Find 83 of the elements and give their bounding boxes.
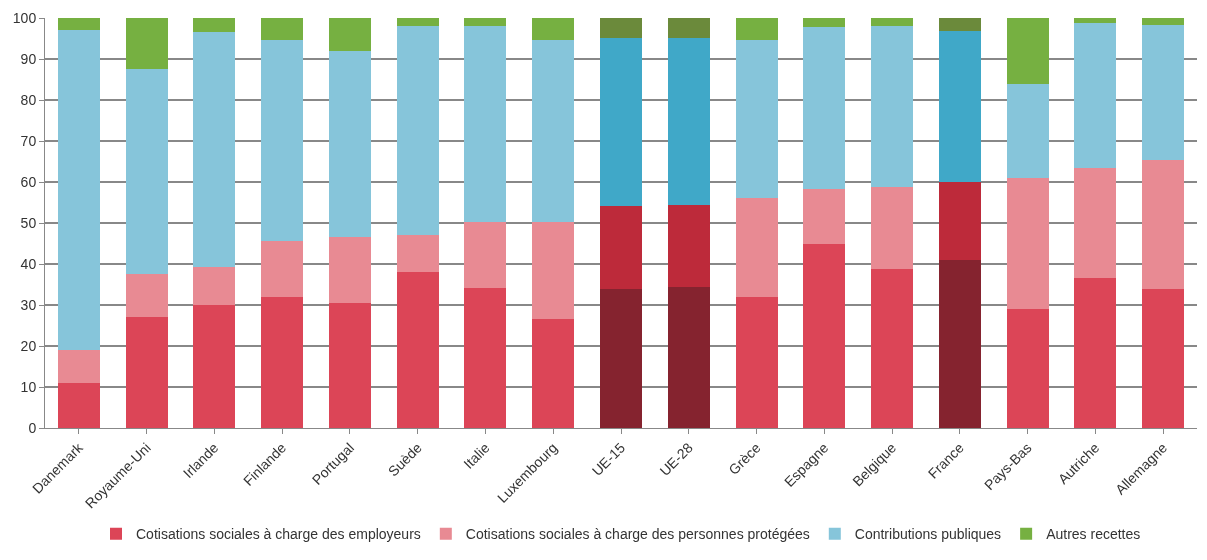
bar bbox=[532, 222, 575, 320]
bar bbox=[735, 39, 778, 199]
bar bbox=[464, 222, 507, 288]
bar bbox=[599, 37, 643, 206]
bar bbox=[1074, 22, 1117, 168]
bar bbox=[667, 37, 710, 205]
y-tick-label: 50 bbox=[20, 214, 37, 231]
bar bbox=[532, 39, 575, 223]
y-tick-label: 70 bbox=[20, 132, 37, 149]
bar bbox=[193, 32, 236, 267]
legend-label: Contributions publiques bbox=[854, 526, 1002, 543]
bar bbox=[667, 204, 710, 287]
bar bbox=[938, 31, 981, 182]
legend-label: Autres recettes bbox=[1046, 526, 1141, 543]
bar bbox=[599, 288, 643, 428]
bar bbox=[261, 296, 304, 428]
bar bbox=[803, 243, 846, 428]
bar bbox=[1006, 83, 1049, 178]
bar bbox=[871, 187, 914, 270]
y-tick-label: 20 bbox=[20, 337, 37, 354]
bar bbox=[803, 189, 846, 244]
bar bbox=[1006, 309, 1049, 428]
bar bbox=[396, 26, 439, 236]
bar bbox=[328, 237, 371, 303]
bar bbox=[532, 18, 575, 40]
legend-label: Cotisations sociales à charge des employeurs bbox=[136, 526, 421, 543]
bar bbox=[735, 296, 778, 428]
bar bbox=[1142, 160, 1185, 289]
y-tick-label: 60 bbox=[20, 173, 37, 190]
bar bbox=[1142, 288, 1185, 428]
bar bbox=[1006, 18, 1049, 84]
bar bbox=[1074, 167, 1117, 279]
bar bbox=[125, 274, 168, 318]
bar bbox=[1074, 18, 1117, 23]
bar bbox=[938, 259, 981, 428]
bar bbox=[57, 382, 100, 428]
bar bbox=[803, 18, 846, 28]
bar bbox=[871, 26, 914, 188]
bar bbox=[464, 18, 507, 27]
bar bbox=[938, 182, 981, 260]
bar bbox=[57, 18, 100, 31]
bar bbox=[871, 269, 914, 428]
bar bbox=[1142, 18, 1185, 25]
y-tick-label: 10 bbox=[20, 378, 37, 395]
bar bbox=[599, 18, 643, 38]
y-tick-label: 90 bbox=[20, 50, 37, 67]
bar bbox=[735, 198, 778, 297]
bar bbox=[193, 18, 236, 33]
bar bbox=[125, 69, 168, 275]
bar bbox=[193, 305, 236, 428]
bar bbox=[735, 18, 778, 40]
bar bbox=[938, 18, 981, 32]
y-tick-label: 40 bbox=[20, 255, 37, 272]
bar bbox=[57, 30, 100, 351]
bar bbox=[464, 26, 507, 223]
bar bbox=[125, 18, 168, 70]
y-tick-label: 100 bbox=[12, 9, 37, 26]
bar bbox=[261, 18, 304, 40]
bar bbox=[261, 39, 304, 241]
bar bbox=[261, 240, 304, 297]
bar bbox=[328, 18, 371, 51]
bar bbox=[667, 286, 710, 428]
bar bbox=[464, 287, 507, 428]
y-tick-label: 80 bbox=[20, 91, 37, 108]
bar bbox=[667, 18, 710, 38]
bar bbox=[396, 272, 439, 428]
bar bbox=[193, 266, 236, 305]
bar bbox=[871, 18, 914, 27]
bar bbox=[396, 18, 439, 27]
bar bbox=[1142, 24, 1185, 161]
bar bbox=[1074, 278, 1117, 428]
bar bbox=[57, 350, 100, 383]
bar bbox=[803, 27, 846, 190]
bar bbox=[328, 50, 371, 238]
y-tick-label: 30 bbox=[20, 296, 37, 313]
bar bbox=[599, 205, 643, 289]
bar bbox=[396, 235, 439, 273]
bar bbox=[1006, 177, 1049, 310]
bar bbox=[532, 319, 575, 428]
legend-label: Cotisations sociales à charge des personnes protégées bbox=[465, 526, 810, 543]
bar bbox=[328, 302, 371, 428]
bar bbox=[125, 317, 168, 428]
y-tick-label: 0 bbox=[28, 419, 37, 436]
